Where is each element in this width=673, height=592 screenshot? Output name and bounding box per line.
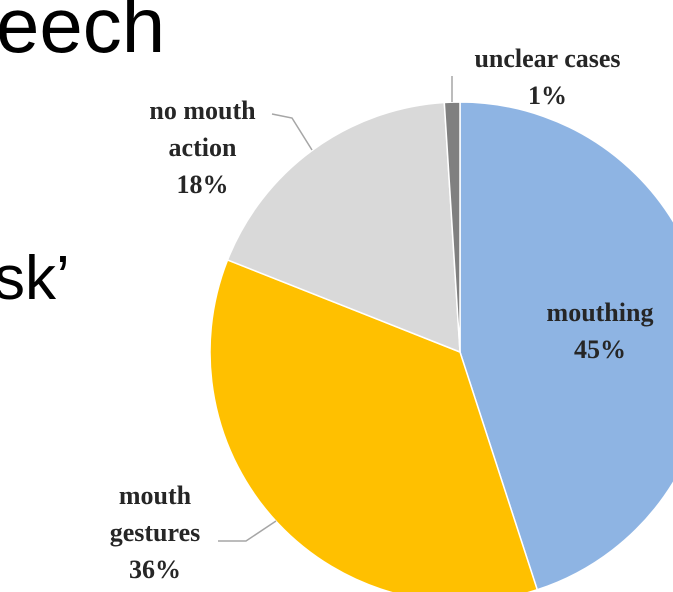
leader-line bbox=[271, 113, 313, 151]
value-label: 18% bbox=[176, 170, 229, 199]
pie-slice bbox=[209, 258, 539, 592]
pie-slice bbox=[226, 101, 461, 354]
category-label: no mouth action bbox=[149, 96, 256, 162]
category-label: mouthing bbox=[546, 298, 654, 327]
slide-text: eech bbox=[0, 0, 166, 69]
category-label: unclear cases bbox=[474, 44, 621, 73]
value-label: 36% bbox=[129, 555, 181, 584]
leader-line bbox=[218, 520, 277, 542]
pie-slice bbox=[459, 101, 673, 591]
slide-text: sk’ bbox=[0, 244, 70, 313]
value-label: 45% bbox=[574, 335, 626, 364]
value-label: 1% bbox=[528, 81, 567, 110]
pie-slice bbox=[443, 101, 461, 353]
category-label: mouth gestures bbox=[109, 481, 201, 547]
